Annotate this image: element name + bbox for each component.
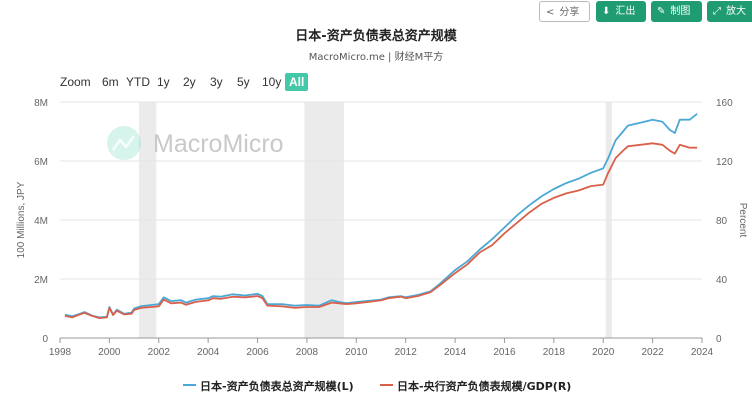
watermark-text: MacroMicro [153,130,284,158]
x-tick-label: 2010 [345,347,368,358]
y-right-axis-label: Percent [737,203,748,238]
zoom-label-text: Zoom [60,75,91,89]
y-left-tick-label: 0 [42,334,48,345]
export-label: 汇出 [615,6,636,17]
y-right-tick-label: 40 [716,275,728,286]
pencil-icon: ✎ [657,6,666,17]
y-left-tick-label: 2M [34,275,48,286]
legend-swatch [380,384,393,386]
export-button[interactable]: ⬇ 汇出 [596,1,646,22]
draw-label: 制图 [670,6,691,17]
x-tick-label: 2022 [641,347,664,358]
share-label: 分享 [559,7,580,18]
range-6m-button[interactable]: 6m [102,75,119,89]
share-button[interactable]: < 分享 [539,1,590,22]
chart-title: 日本-资产负债表总资产规模 [295,29,457,44]
range-3y-button[interactable]: 3y [210,75,223,89]
chart-toolbar: < 分享 ⬇ 汇出 ✎ 制图 ⤢ 放大 [0,0,752,28]
chart-legend: 日本-资产负债表总资产规模(L) 日本-央行资产负债表规模/GDP(R) [0,378,752,396]
range-10y-button[interactable]: 10y [262,75,282,89]
x-tick-label: 2008 [296,347,319,358]
range-all-button[interactable]: All [285,73,309,91]
x-tick-label: 2006 [246,347,269,358]
share-icon: < [546,7,555,18]
y-left-tick-label: 8M [34,98,48,109]
y-left-tick-label: 4M [34,216,48,227]
x-tick-label: 2020 [592,347,615,358]
x-tick-label: 2004 [197,347,220,358]
download-icon: ⬇ [602,6,611,17]
y-left-axis-label: 100 Millions, JPY [16,181,27,258]
x-tick-label: 2002 [148,347,171,358]
x-tick-label: 2018 [543,347,566,358]
range-5y-button[interactable]: 5y [237,75,250,89]
chart-subtitle: MacroMicro.me | 财经M平方 [308,52,444,63]
expand-icon: ⤢ [713,6,721,17]
draw-button[interactable]: ✎ 制图 [651,1,702,22]
legend-item-bs-gdp[interactable]: 日本-央行资产负债表规模/GDP(R) [380,378,571,394]
zoom-button[interactable]: ⤢ 放大 [707,1,752,22]
y-right-tick-label: 160 [716,98,733,109]
range-2y-button[interactable]: 2y [183,75,196,89]
x-tick-label: 1998 [49,347,72,358]
y-right-tick-label: 0 [716,334,722,345]
range-1y-button[interactable]: 1y [157,75,170,89]
x-tick-label: 2024 [691,347,714,358]
legend-label: 日本-央行资产负债表规模/GDP(R) [397,380,572,393]
legend-item-total-assets[interactable]: 日本-资产负债表总资产规模(L) [183,378,354,394]
y-right-tick-label: 80 [716,216,728,227]
range-ytd-button[interactable]: YTD [126,75,150,89]
y-right-tick-label: 120 [716,157,733,168]
legend-swatch [183,384,196,386]
watermark-logo-mark [111,135,136,151]
watermark: MacroMicro [107,126,284,160]
x-tick-label: 2014 [444,347,467,358]
legend-label: 日本-资产负债表总资产规模(L) [200,380,354,393]
x-tick-label: 2012 [395,347,418,358]
x-tick-label: 2016 [493,347,516,358]
x-tick-label: 2000 [98,347,121,358]
y-left-tick-label: 6M [34,157,48,168]
zoom-label: 放大 [726,6,746,17]
series-line-bs-gdp[interactable] [64,142,698,320]
